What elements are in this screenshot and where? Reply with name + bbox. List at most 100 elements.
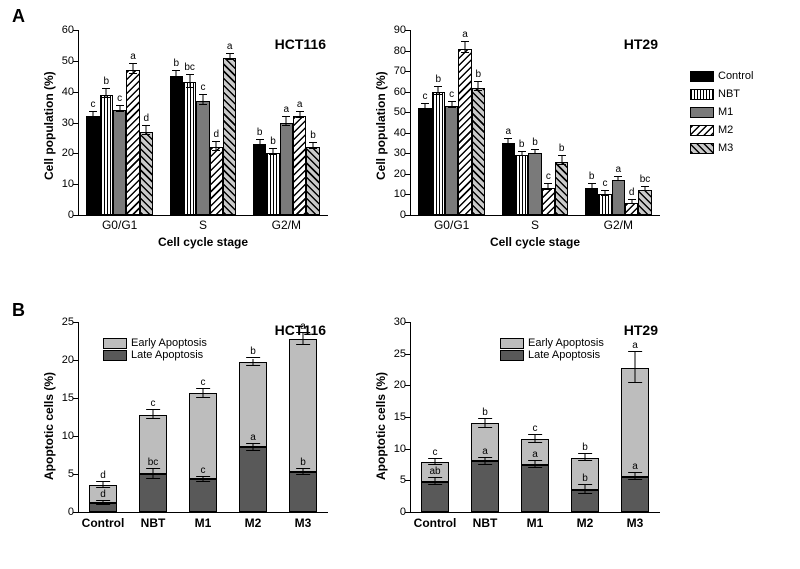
significance-label: b: [482, 407, 488, 418]
y-tick-mark: [405, 174, 410, 175]
legend-entry: Early Apoptosis: [500, 337, 604, 349]
plot-area: cbcababbcbbcadbc: [410, 30, 660, 215]
y-tick-label: 10: [48, 430, 74, 442]
significance-label: bc: [148, 457, 159, 468]
significance-label: b: [104, 76, 110, 87]
significance-label: ab: [429, 466, 440, 477]
y-tick-mark: [405, 51, 410, 52]
bar-segment-late: [421, 482, 449, 512]
significance-label: c: [433, 447, 438, 458]
bar: c: [445, 106, 458, 215]
legend-label: Control: [718, 70, 753, 82]
y-tick-label: 30: [380, 316, 406, 328]
stacked-bar: bcc: [139, 415, 167, 512]
significance-label: a: [300, 321, 306, 332]
swatch-icon: [103, 350, 127, 361]
significance-label: d: [144, 113, 150, 124]
y-axis: [410, 30, 411, 215]
stacked-bar: dd: [89, 485, 117, 512]
significance-label: d: [100, 489, 106, 500]
bar: c: [196, 101, 209, 215]
legend-entry: M3: [690, 142, 753, 154]
bar: a: [612, 180, 625, 215]
significance-label: b: [310, 130, 316, 141]
significance-label: a: [532, 449, 538, 460]
panel-a-right: HT29 Cell population (%) cbcababbcbbcadb…: [380, 20, 670, 260]
significance-label: c: [602, 178, 607, 189]
significance-label: c: [546, 171, 551, 182]
bar: c: [418, 108, 431, 215]
bar-segment-early: [289, 339, 317, 472]
swatch-icon: [690, 143, 714, 154]
y-tick-mark: [73, 360, 78, 361]
bar: a: [293, 116, 306, 215]
y-axis: [78, 322, 79, 512]
panel-b-left: HCT116 Apoptotic cells (%) ddbccccabba E…: [48, 312, 338, 552]
y-tick-mark: [405, 92, 410, 93]
stacked-bar: bb: [571, 458, 599, 512]
bar: bc: [183, 82, 196, 215]
bar: b: [253, 144, 266, 215]
significance-label: a: [506, 126, 512, 137]
legend-entry: Late Apoptosis: [103, 349, 207, 361]
y-tick-label: 0: [48, 506, 74, 518]
panel-a-left: HCT116 Cell population (%) cbcadbbccdabb…: [48, 20, 338, 260]
bar: b: [585, 188, 598, 215]
legend-entry: Early Apoptosis: [103, 337, 207, 349]
significance-label: a: [227, 41, 233, 52]
stacked-bar: ab: [471, 423, 499, 512]
y-tick-label: 25: [48, 316, 74, 328]
panel-a-label: A: [12, 6, 25, 27]
significance-label: b: [476, 69, 482, 80]
legend-entry: M2: [690, 124, 753, 136]
x-tick-label: S: [531, 218, 539, 232]
significance-label: b: [250, 346, 256, 357]
x-axis-title: Cell cycle stage: [78, 235, 328, 249]
x-tick-label: M3: [295, 516, 312, 530]
bar-segment-early: [621, 368, 649, 477]
legend-b-left: Early Apoptosis Late Apoptosis: [103, 337, 207, 361]
bar: c: [542, 188, 555, 215]
legend-entry: NBT: [690, 88, 753, 100]
y-tick-label: 25: [380, 348, 406, 360]
bar: b: [432, 92, 445, 215]
y-tick-mark: [73, 474, 78, 475]
bar: a: [458, 49, 471, 216]
significance-label: b: [589, 171, 595, 182]
significance-label: b: [519, 139, 525, 150]
legend-a: ControlNBTM1M2M3: [690, 70, 753, 160]
y-tick-label: 0: [380, 209, 406, 221]
y-tick-label: 15: [48, 392, 74, 404]
significance-label: a: [632, 340, 638, 351]
y-tick-mark: [405, 322, 410, 323]
bar: a: [502, 143, 515, 215]
bar-segment-late: [621, 477, 649, 512]
significance-label: a: [462, 29, 468, 40]
y-tick-label: 40: [48, 86, 74, 98]
bar: b: [306, 147, 319, 215]
bar-segment-late: [189, 479, 217, 512]
y-tick-label: 60: [48, 24, 74, 36]
panel-b-right: HT29 Apoptotic cells (%) abcabacbbaa Ear…: [380, 312, 670, 552]
legend-label: Early Apoptosis: [131, 337, 207, 349]
y-tick-mark: [73, 184, 78, 185]
bar: a: [223, 58, 236, 215]
swatch-icon: [690, 107, 714, 118]
bar: b: [515, 155, 528, 215]
bar: b: [472, 88, 485, 215]
stacked-bar: abc: [421, 462, 449, 512]
legend-entry: Control: [690, 70, 753, 82]
significance-label: c: [422, 91, 427, 102]
significance-label: c: [90, 99, 95, 110]
significance-label: b: [582, 442, 588, 453]
significance-label: a: [284, 104, 290, 115]
bar: b: [170, 76, 183, 215]
y-axis: [410, 322, 411, 512]
plot-area: cbcadbbccdabbaab: [78, 30, 328, 215]
significance-label: a: [250, 432, 256, 443]
significance-label: b: [257, 127, 263, 138]
y-tick-label: 60: [380, 86, 406, 98]
bar: d: [625, 203, 638, 215]
y-tick-label: 5: [380, 474, 406, 486]
y-tick-mark: [405, 480, 410, 481]
